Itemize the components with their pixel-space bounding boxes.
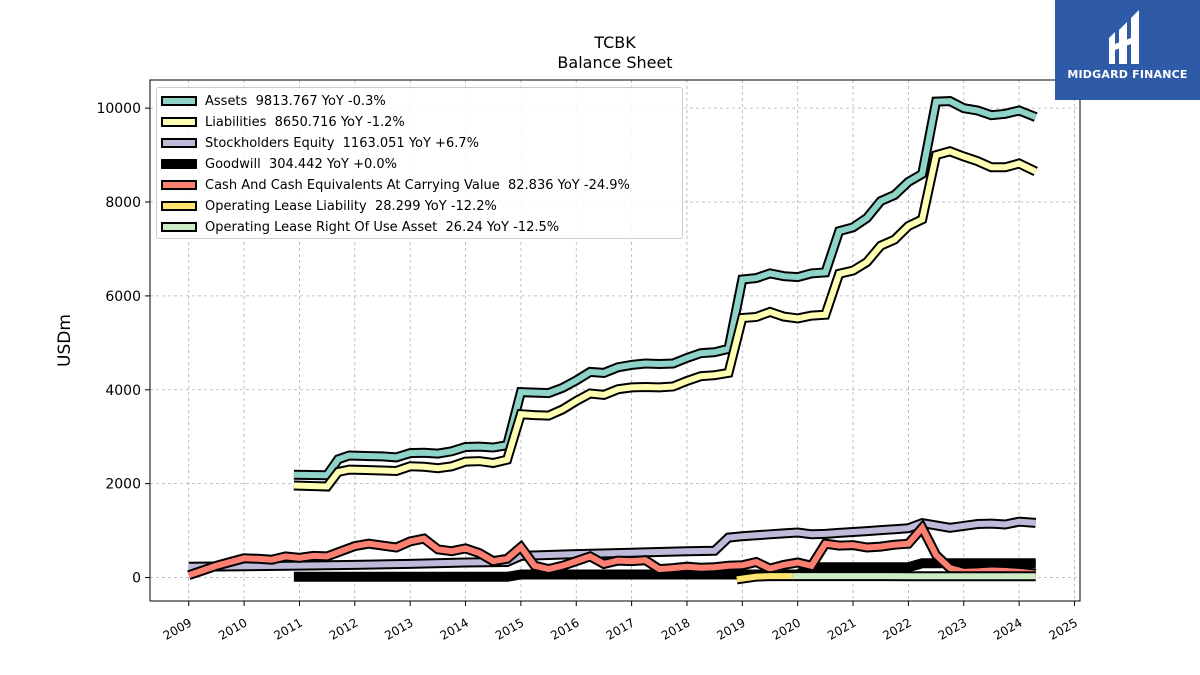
legend-swatch [161,159,197,169]
x-tick-label: 2015 [493,615,526,642]
legend-swatch [161,180,197,190]
legend-label: Assets 9813.767 YoY -0.3% [205,93,386,109]
legend-item: Cash And Cash Equivalents At Carrying Va… [161,176,630,194]
logo-text: MIDGARD FINANCE [1067,68,1188,81]
plot-frame [149,79,1081,602]
legend-item: Operating Lease Right Of Use Asset 26.24… [161,218,559,236]
series-line-liabilities [293,148,1038,490]
legend-item: Goodwill 304.442 YoY +0.0% [161,155,397,173]
chart-legend: Assets 9813.767 YoY -0.3% Liabilities 865… [156,87,683,239]
legend-label: Operating Lease Liability 28.299 YoY -12… [205,198,497,214]
series-line-assets [293,98,1037,479]
x-tick-label: 2013 [382,615,415,642]
legend-item: Assets 9813.767 YoY -0.3% [161,92,386,110]
x-tick-label: 2023 [936,615,969,642]
legend-label: Cash And Cash Equivalents At Carrying Va… [205,177,630,193]
x-tick-label: 2009 [161,615,194,642]
chart-title: TCBK [594,33,636,52]
x-tick-label: 2016 [548,615,581,642]
x-tick-label: 2017 [604,615,637,642]
x-tick-label: 2022 [880,615,913,642]
y-tick-label: 10000 [96,101,141,117]
series-line-operating-lease-liability [736,573,793,583]
legend-swatch [161,138,197,148]
x-tick-label: 2025 [1047,615,1080,642]
x-tick-label: 2012 [327,615,360,642]
legend-label: Liabilities 8650.716 YoY -1.2% [205,114,405,130]
legend-swatch [161,222,197,232]
legend-item: Stockholders Equity 1163.051 YoY +6.7% [161,134,479,152]
legend-swatch [161,117,197,127]
x-tick-label: 2011 [272,615,305,642]
y-tick-label: 6000 [105,289,141,305]
legend-swatch [161,201,197,211]
legend-label: Operating Lease Right Of Use Asset 26.24… [205,219,560,235]
y-axis-label: USDm [55,314,75,367]
y-tick-label: 0 [132,571,141,587]
y-tick-label: 8000 [105,195,141,211]
series-lines [187,96,1038,585]
midgard-finance-logo: MIDGARD FINANCE [1055,0,1200,100]
x-tick-label: 2014 [438,615,471,642]
legend-label: Stockholders Equity 1163.051 YoY +6.7% [205,135,479,151]
x-tick-label: 2010 [216,615,249,642]
chart-subtitle: Balance Sheet [557,53,673,72]
legend-swatch [161,96,197,106]
legend-label: Goodwill 304.442 YoY +0.0% [205,156,398,172]
x-tick-label: 2018 [659,615,692,642]
legend-item: Operating Lease Liability 28.299 YoY -12… [161,197,497,215]
y-tick-label: 2000 [105,477,141,493]
y-tick-label: 4000 [105,383,141,399]
midgard-logo-icon [1109,10,1139,64]
legend-item: Liabilities 8650.716 YoY -1.2% [161,113,405,131]
series-line-cash-and-cash-equivalents-at-carrying-value [187,522,1037,579]
x-tick-label: 2019 [714,615,747,642]
x-tick-label: 2024 [991,615,1024,642]
x-tick-label: 2021 [825,615,858,642]
x-tick-label: 2020 [770,615,803,642]
